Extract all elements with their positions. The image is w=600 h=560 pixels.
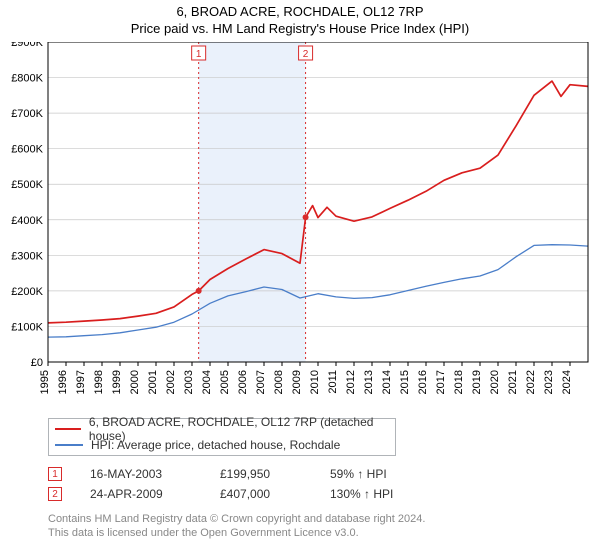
svg-text:£700K: £700K xyxy=(11,108,43,120)
event-price: £199,950 xyxy=(220,467,330,481)
svg-text:2021: 2021 xyxy=(507,370,519,394)
svg-text:£800K: £800K xyxy=(11,73,43,85)
footer-line: Contains HM Land Registry data © Crown c… xyxy=(48,512,600,526)
svg-text:£400K: £400K xyxy=(11,215,43,227)
svg-text:2019: 2019 xyxy=(471,370,483,394)
legend-swatch xyxy=(55,444,83,446)
svg-text:£500K: £500K xyxy=(11,179,43,191)
title-subtitle: Price paid vs. HM Land Registry's House … xyxy=(0,21,600,36)
svg-text:1999: 1999 xyxy=(111,370,123,394)
svg-text:1: 1 xyxy=(196,49,202,60)
footer-line: This data is licensed under the Open Gov… xyxy=(48,526,600,540)
svg-text:2005: 2005 xyxy=(219,370,231,394)
legend-item: HPI: Average price, detached house, Roch… xyxy=(55,437,389,453)
legend-item: 6, BROAD ACRE, ROCHDALE, OL12 7RP (detac… xyxy=(55,421,389,437)
svg-text:2015: 2015 xyxy=(399,370,411,394)
svg-text:2022: 2022 xyxy=(525,370,537,394)
chart-container: 6, BROAD ACRE, ROCHDALE, OL12 7RP Price … xyxy=(0,0,600,560)
svg-text:2018: 2018 xyxy=(453,370,465,394)
svg-text:2003: 2003 xyxy=(183,370,195,394)
event-date: 16-MAY-2003 xyxy=(90,467,220,481)
svg-text:2011: 2011 xyxy=(327,370,339,394)
svg-text:2013: 2013 xyxy=(363,370,375,394)
svg-text:2010: 2010 xyxy=(309,370,321,394)
legend: 6, BROAD ACRE, ROCHDALE, OL12 7RP (detac… xyxy=(48,418,396,456)
svg-text:2017: 2017 xyxy=(435,370,447,394)
svg-text:2024: 2024 xyxy=(561,370,573,394)
event-table: 1 16-MAY-2003£199,95059% ↑ HPI 2 24-APR-200… xyxy=(48,464,600,504)
svg-text:1998: 1998 xyxy=(93,370,105,394)
event-row: 1 16-MAY-2003£199,95059% ↑ HPI xyxy=(48,464,600,484)
chart-area: £0 £100K £200K £300K £400K £500K £600K £700K £80… xyxy=(0,42,600,412)
svg-text:1997: 1997 xyxy=(75,370,87,394)
svg-text:2023: 2023 xyxy=(543,370,555,394)
svg-text:2014: 2014 xyxy=(381,370,393,394)
event-badge: 2 xyxy=(48,487,62,501)
svg-text:2006: 2006 xyxy=(237,370,249,394)
svg-text:2001: 2001 xyxy=(147,370,159,394)
legend-label: HPI: Average price, detached house, Roch… xyxy=(91,438,340,452)
title-block: 6, BROAD ACRE, ROCHDALE, OL12 7RP Price … xyxy=(0,0,600,36)
svg-text:2004: 2004 xyxy=(201,370,213,394)
svg-text:2: 2 xyxy=(303,49,309,60)
event-badge: 1 xyxy=(48,467,62,481)
svg-text:£300K: £300K xyxy=(11,250,43,262)
svg-text:£100K: £100K xyxy=(11,321,43,333)
svg-text:£200K: £200K xyxy=(11,286,43,298)
svg-text:£900K: £900K xyxy=(11,42,43,49)
legend-swatch xyxy=(55,428,81,430)
title-address: 6, BROAD ACRE, ROCHDALE, OL12 7RP xyxy=(0,4,600,19)
footer-attribution: Contains HM Land Registry data © Crown c… xyxy=(48,512,600,541)
svg-text:2008: 2008 xyxy=(273,370,285,394)
svg-text:2000: 2000 xyxy=(129,370,141,394)
svg-text:2016: 2016 xyxy=(417,370,429,394)
svg-text:2020: 2020 xyxy=(489,370,501,394)
svg-text:2009: 2009 xyxy=(291,370,303,394)
event-pct: 59% ↑ HPI xyxy=(330,467,387,481)
svg-text:1995: 1995 xyxy=(39,370,51,394)
svg-text:£600K: £600K xyxy=(11,144,43,156)
event-date: 24-APR-2009 xyxy=(90,487,220,501)
svg-text:1996: 1996 xyxy=(57,370,69,394)
line-chart-svg: £0 £100K £200K £300K £400K £500K £600K £700K £80… xyxy=(0,42,600,412)
event-row: 2 24-APR-2009£407,000130% ↑ HPI xyxy=(48,484,600,504)
svg-text:2002: 2002 xyxy=(165,370,177,394)
event-pct: 130% ↑ HPI xyxy=(330,487,393,501)
event-price: £407,000 xyxy=(220,487,330,501)
svg-text:£0: £0 xyxy=(31,357,43,369)
svg-text:2012: 2012 xyxy=(345,370,357,394)
svg-text:2007: 2007 xyxy=(255,370,267,394)
